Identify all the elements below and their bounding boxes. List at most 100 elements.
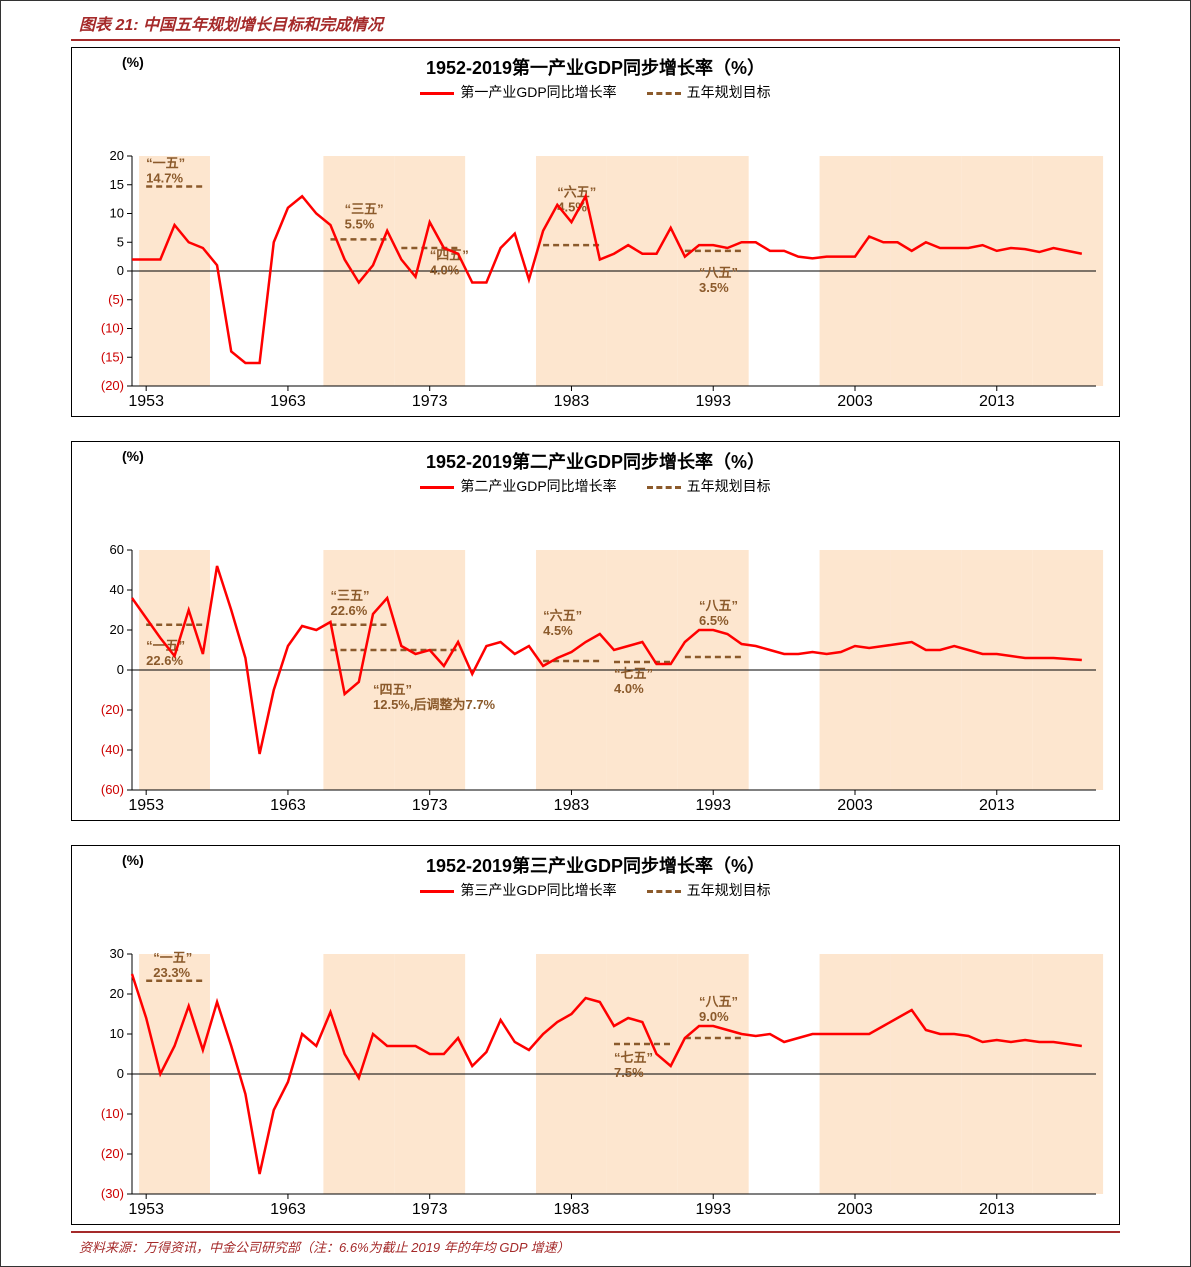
legend-label-series: 第三产业GDP同比增长率 [460,882,616,898]
svg-text:“六五”: “六五” [557,184,596,199]
y-tick-label: (15) [101,349,124,364]
legend-swatch-target-icon [647,92,681,95]
x-tick-label: 2013 [979,797,1015,814]
y-tick-label: 5 [117,234,124,249]
charts-container: 1952-2019第一产业GDP同步增长率（%）第一产业GDP同比增长率五年规划… [71,47,1120,1225]
svg-text:“六五”: “六五” [543,608,582,623]
y-tick-label: 40 [110,582,124,597]
x-tick-label: 2013 [979,393,1015,410]
y-tick-label: (5) [108,292,124,307]
y-tick-label: 20 [110,986,124,1001]
svg-text:“八五”: “八五” [699,265,738,280]
svg-text:“七五”: “七五” [614,666,653,681]
y-tick-label: 20 [110,622,124,637]
legend-swatch-target-icon [647,890,681,893]
svg-text:22.6%: 22.6% [330,603,367,618]
x-tick-label: 1963 [270,1201,306,1218]
chart-legend: 第二产业GDP同比增长率 五年规划目标 [72,474,1119,500]
y-tick-label: (10) [101,321,124,336]
x-tick-label: 2003 [837,797,873,814]
y-axis-unit: (%) [122,54,144,70]
svg-text:“四五”: “四五” [373,682,412,697]
legend-swatch-series-icon [420,486,454,489]
svg-text:4.0%: 4.0% [614,681,644,696]
chart-title: 1952-2019第二产业GDP同步增长率（%） [72,442,1119,474]
legend-swatch-series-icon [420,92,454,95]
x-tick-label: 1963 [270,797,306,814]
svg-text:3.5%: 3.5% [699,280,729,295]
x-tick-label: 1983 [554,1201,590,1218]
y-tick-label: 15 [110,177,124,192]
svg-text:12.5%,后调整为7.7%: 12.5%,后调整为7.7% [373,697,496,712]
y-tick-label: 0 [117,662,124,677]
x-tick-label: 1993 [695,393,731,410]
y-tick-label: (20) [101,702,124,717]
y-tick-label: 10 [110,206,124,221]
svg-text:“八五”: “八五” [699,598,738,613]
x-tick-label: 2013 [979,1201,1015,1218]
chart-legend: 第一产业GDP同比增长率 五年规划目标 [72,80,1119,106]
legend-label-target: 五年规划目标 [687,882,771,898]
plan-annotation: “一五”23.3% [153,950,192,980]
y-tick-label: (60) [101,782,124,797]
chart-primary: 1952-2019第一产业GDP同步增长率（%） 第一产业GDP同比增长率 五年规划… [71,47,1120,417]
y-axis-unit: (%) [122,448,144,464]
y-tick-label: (40) [101,742,124,757]
chart-plot: (60) (40) (20) 0 20 40 60 1953 1963 1973 1983 1993 2… [72,500,1112,820]
legend-label-target: 五年规划目标 [687,478,771,494]
y-tick-label: 10 [110,1026,124,1041]
y-tick-label: (30) [101,1186,124,1201]
svg-text:“七五”: “七五” [614,1050,653,1065]
y-tick-label: 0 [117,263,124,278]
y-axis-unit: (%) [122,852,144,868]
y-tick-label: (10) [101,1106,124,1121]
plan-annotation: “三五”22.6% [330,588,369,618]
x-tick-label: 1983 [554,393,590,410]
x-tick-label: 1993 [695,1201,731,1218]
y-tick-label: (20) [101,1146,124,1161]
x-tick-label: 1973 [412,1201,448,1218]
svg-text:7.5%: 7.5% [614,1065,644,1080]
x-tick-label: 2003 [837,393,873,410]
chart-title: 1952-2019第三产业GDP同步增长率（%） [72,846,1119,878]
figure-caption: 图表 21: 中国五年规划增长目标和完成情况 [71,9,1120,41]
x-tick-label: 1953 [128,393,164,410]
chart-title: 1952-2019第一产业GDP同步增长率（%） [72,48,1119,80]
legend-label-series: 第一产业GDP同比增长率 [460,84,616,100]
svg-text:22.6%: 22.6% [146,653,183,668]
legend-label-series: 第二产业GDP同比增长率 [460,478,616,494]
y-tick-label: 20 [110,148,124,163]
svg-text:“三五”: “三五” [345,202,384,217]
chart-tertiary: 1952-2019第三产业GDP同步增长率（%） 第三产业GDP同比增长率 五年规划… [71,845,1120,1225]
x-tick-label: 2003 [837,1201,873,1218]
y-tick-label: (20) [101,378,124,393]
figure-21-page: 图表 21: 中国五年规划增长目标和完成情况 1952-2019第一产业GDP同… [0,0,1191,1267]
legend-label-target: 五年规划目标 [687,84,771,100]
legend-swatch-series-icon [420,890,454,893]
legend-swatch-target-icon [647,486,681,489]
plan-annotation: “一五”14.7% [146,156,185,186]
svg-text:“一五”: “一五” [153,950,192,965]
y-tick-label: 60 [110,542,124,557]
chart-legend: 第三产业GDP同比增长率 五年规划目标 [72,878,1119,904]
x-tick-label: 1963 [270,393,306,410]
chart-plot: (20)(15)(10)(5)0510152019531963197319831… [72,106,1112,416]
svg-text:23.3%: 23.3% [153,965,190,980]
y-tick-label: 0 [117,1066,124,1081]
x-tick-label: 1983 [554,797,590,814]
svg-text:14.7%: 14.7% [146,171,183,186]
x-tick-label: 1953 [128,797,164,814]
chart-plot: (30) (20) (10) 0 10 20 30 1953 1963 1973 1983 1993 2… [72,904,1112,1224]
x-tick-label: 1993 [695,797,731,814]
svg-text:“八五”: “八五” [699,994,738,1009]
x-tick-label: 1973 [412,797,448,814]
chart-secondary: 1952-2019第二产业GDP同步增长率（%） 第二产业GDP同比增长率 五年规划… [71,441,1120,821]
svg-text:“一五”: “一五” [146,156,185,171]
x-tick-label: 1953 [128,1201,164,1218]
svg-text:9.0%: 9.0% [699,1009,729,1024]
svg-text:4.5%: 4.5% [543,623,573,638]
svg-text:4.0%: 4.0% [430,263,460,278]
y-tick-label: 30 [110,946,124,961]
svg-text:6.5%: 6.5% [699,613,729,628]
source-footnote: 资料来源：万得资讯，中金公司研究部（注：6.6%为截止 2019 年的年均 GD… [71,1231,1120,1258]
